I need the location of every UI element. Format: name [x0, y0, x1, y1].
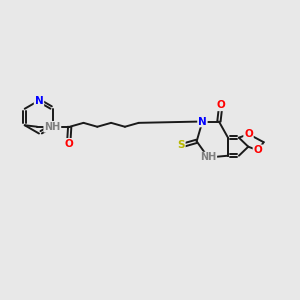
Text: NH: NH — [200, 152, 216, 163]
Text: N: N — [34, 95, 43, 106]
Text: O: O — [64, 139, 73, 149]
Text: O: O — [216, 100, 225, 110]
Text: O: O — [244, 129, 253, 139]
Text: O: O — [254, 145, 262, 155]
Text: S: S — [177, 140, 185, 150]
Text: N: N — [198, 116, 207, 127]
Text: NH: NH — [44, 122, 60, 132]
